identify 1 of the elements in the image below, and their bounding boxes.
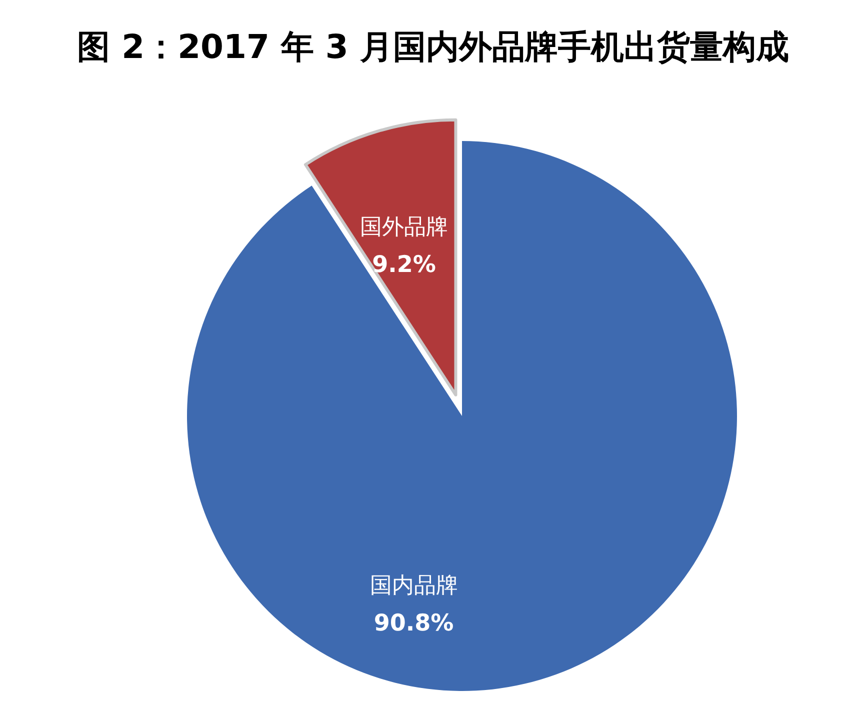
title: 图 2：2017 年 3 月国内外品牌手机出货量构成	[77, 27, 789, 66]
